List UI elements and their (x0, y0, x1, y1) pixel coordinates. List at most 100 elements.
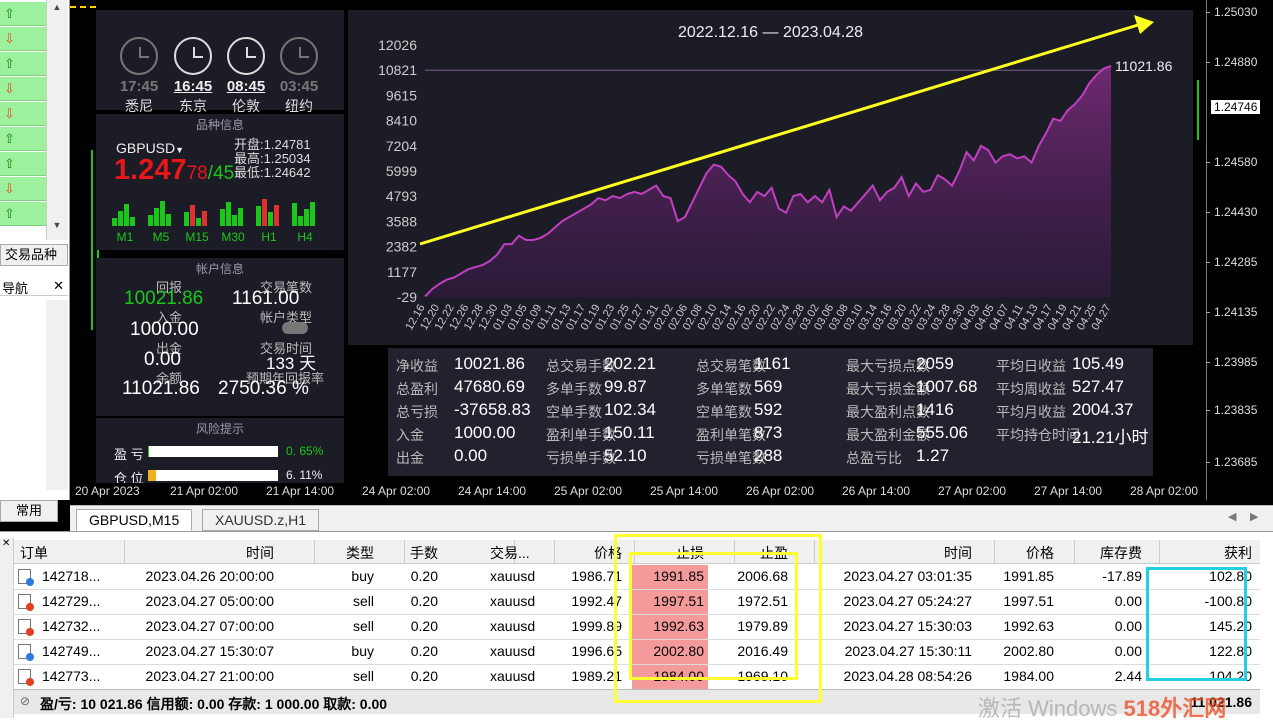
table-row[interactable]: 142729... 2023.04.27 05:00:00 sell 0.20 xauu… (14, 590, 1260, 615)
symbol-row[interactable]: ⇩ (0, 27, 46, 51)
cell-swap: 0.00 (1114, 643, 1142, 659)
tabs-scroll-right-icon[interactable]: ▶ (1250, 511, 1259, 523)
cell-order: 142732... (42, 618, 101, 634)
cell-close-time: 2023.04.28 08:54:26 (843, 668, 972, 684)
cell-symbol: xauusd (490, 593, 536, 609)
column-header[interactable]: 订单 (20, 545, 48, 561)
balance-value: 11021.86 (122, 378, 200, 399)
timeframe-button[interactable]: M15 (184, 196, 216, 244)
chevron-down-icon: ▼ (175, 145, 185, 155)
clock-time: 03:45 (279, 78, 319, 95)
column-header[interactable]: 交易... (490, 545, 530, 561)
symbol-row[interactable]: ⇧ (0, 2, 46, 26)
cell-close-price: 1992.63 (1003, 618, 1054, 634)
price-axis[interactable]: 1.25030 1.24880 1.24580 1.24430 1.24285 1.241… (1205, 0, 1273, 500)
timeframe-label: M30 (221, 230, 245, 244)
symbol-row[interactable]: ⇧ (0, 152, 46, 176)
current-price-label: 1.24746 (1210, 99, 1262, 115)
stat-label: 盈利单手数 (546, 427, 616, 443)
table-row[interactable]: 142718... 2023.04.26 20:00:00 buy 0.20 xauus… (14, 565, 1260, 590)
timeframe-button[interactable]: M5 (148, 196, 180, 244)
arrow-up-icon: ⇧ (4, 6, 15, 21)
column-header[interactable]: 时间 (944, 545, 972, 561)
trend-arrow (419, 23, 1139, 246)
symbol-row[interactable]: ⇧ (0, 52, 46, 76)
symbol-row[interactable]: ⇩ (0, 177, 46, 201)
trade-symbols-tab[interactable]: 交易品种 (0, 244, 68, 266)
cell-type: sell (352, 668, 374, 684)
watermark-logo: 518外汇网 (1123, 696, 1227, 721)
stat-value: 569 (754, 377, 783, 396)
cell-symbol: xauusd (490, 668, 536, 684)
stat-value: 1000.00 (454, 423, 516, 442)
common-tab[interactable]: 常用 (0, 500, 58, 522)
column-header[interactable]: 时间 (246, 545, 274, 561)
bid-price-main: 1.247 (114, 154, 187, 186)
cell-price: 1999.89 (571, 618, 622, 634)
pl-value: 0. 65% (286, 444, 324, 458)
chart-tab-gbpusd[interactable]: GBPUSD,M15 (76, 509, 193, 531)
time-tick: 24 Apr 02:00 (362, 484, 431, 498)
price-tick: 1.24580 (1205, 155, 1258, 169)
symbol-row[interactable]: ⇧ (0, 127, 46, 151)
column-header[interactable]: 手数 (410, 545, 438, 561)
stat-value: 1161 (754, 354, 791, 373)
tabs-scroll-left-icon[interactable]: ◀ (1228, 511, 1237, 523)
watermark-text: 激活 Windows (978, 696, 1118, 721)
chart-tab-xauusd[interactable]: XAUUSD.z,H1 (202, 509, 320, 531)
scroll-down-icon[interactable]: ▼ (52, 220, 62, 230)
y-tick-label: 2382 (386, 239, 417, 255)
cell-profit: 102.80 (1209, 568, 1252, 584)
symbol-row[interactable]: ⇩ (0, 102, 46, 126)
navigator-scrollbar[interactable] (46, 300, 68, 490)
market-watch-scrollbar[interactable]: ▲ ▼ (46, 0, 68, 240)
symbol-info-panel: 品种信息 GBPUSD▼ 1.24778/45 开盘:1.24781 最高:1.… (96, 114, 344, 250)
bid-price-small: 78 (186, 163, 208, 184)
price-tick: 1.24430 (1205, 205, 1258, 219)
gear-icon: ⊘ (20, 694, 31, 708)
price-chart[interactable]: 17:45 悉尼 16:45 东京 08:45 伦敦 03:45 纽约 品种信息 GBPUSD… (70, 0, 1206, 486)
stat-label: 出金 (396, 450, 424, 466)
table-row[interactable]: 142773... 2023.04.27 21:00:00 sell 0.20 xauu… (14, 665, 1260, 690)
timeframe-label: H4 (297, 230, 313, 244)
cell-tp: 1972.51 (737, 593, 788, 609)
cell-swap: 0.00 (1114, 593, 1142, 609)
table-row[interactable]: 142749... 2023.04.27 15:30:07 buy 0.20 xauus… (14, 640, 1260, 665)
timeframe-button[interactable]: H1 (256, 196, 288, 244)
time-tick: 24 Apr 14:00 (458, 484, 527, 498)
balance-status-text: 盈/亏: 10 021.86 信用额: 0.00 存款: 1 000.00 取款… (40, 696, 388, 712)
order-icon (18, 644, 34, 661)
cell-symbol: xauusd (490, 618, 536, 634)
y-tick-label: -29 (397, 289, 417, 305)
close-icon[interactable]: ✕ (2, 538, 11, 549)
arrow-down-icon: ⇩ (4, 106, 15, 121)
stat-label: 平均持仓时间 (996, 427, 1080, 443)
column-header[interactable]: 价格 (1026, 545, 1054, 561)
price-tick: 1.25030 (1205, 5, 1258, 19)
column-header[interactable]: 类型 (346, 545, 374, 561)
y-tick-label: 1177 (387, 264, 417, 280)
column-header[interactable]: 获利 (1224, 545, 1252, 561)
stat-label: 亏损单笔数 (696, 450, 766, 466)
column-header[interactable]: 库存费 (1100, 545, 1142, 561)
timeframe-button[interactable]: H4 (292, 196, 324, 244)
close-icon[interactable]: ✕ (53, 278, 64, 293)
scroll-up-icon[interactable]: ▲ (52, 2, 62, 12)
timeframe-button[interactable]: M1 (112, 196, 144, 244)
stat-value: 102.34 (604, 400, 656, 419)
terminal-side-strip: ✕ (0, 538, 14, 718)
position-label: 仓 位 (114, 471, 144, 486)
cell-sl: 1992.63 (653, 618, 704, 634)
timeframe-button[interactable]: M30 (220, 196, 252, 244)
order-icon (18, 594, 34, 611)
annual-return-label: 预期年回报率 (246, 371, 325, 386)
time-tick: 20 Apr 2023 (75, 484, 140, 498)
withdraw-label: 出金 (156, 341, 183, 356)
pl-bar-fill (148, 446, 150, 457)
symbol-row[interactable]: ⇧ (0, 202, 46, 226)
cell-tp: 1979.89 (737, 618, 788, 634)
time-tick: 26 Apr 14:00 (842, 484, 911, 498)
table-row[interactable]: 142732... 2023.04.27 07:00:00 sell 0.20 xauu… (14, 615, 1260, 640)
symbol-dropdown[interactable]: GBPUSD▼ (116, 140, 184, 156)
symbol-row[interactable]: ⇩ (0, 77, 46, 101)
